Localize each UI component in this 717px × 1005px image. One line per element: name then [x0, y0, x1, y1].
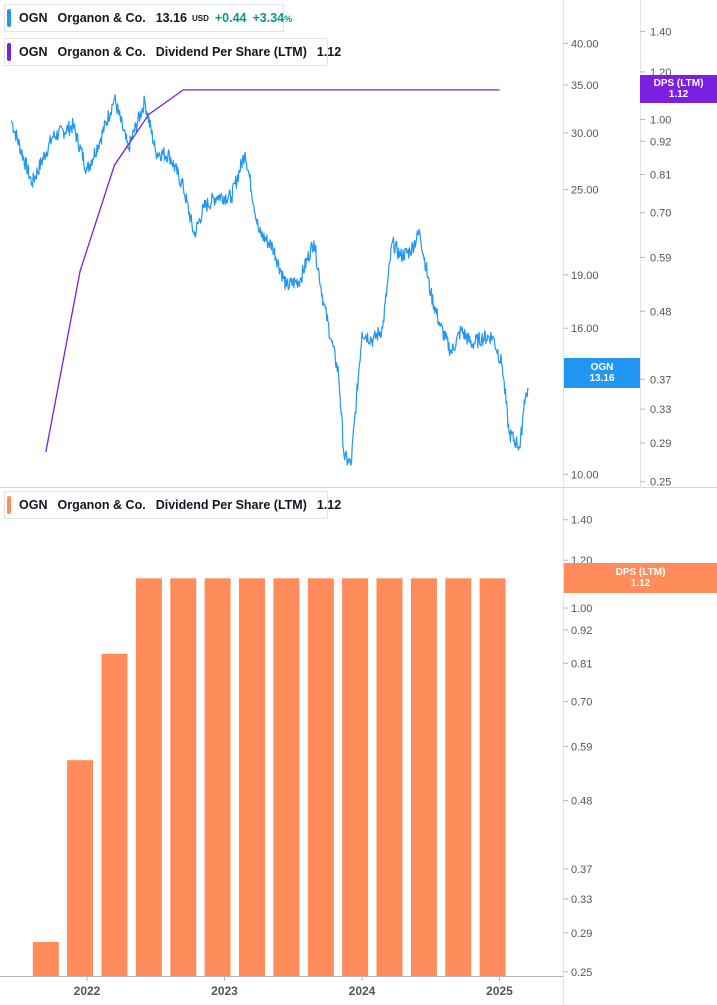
price-legend-swatch [7, 9, 11, 27]
legend-company-name: Organon & Co. [57, 498, 146, 512]
dps-axis-tick-label: 0.37 [650, 374, 671, 386]
dps-series-line [45, 89, 500, 453]
time-axis-tick-label: 2025 [486, 984, 513, 998]
dps-bar-legend-swatch [7, 496, 11, 514]
dps-last-value-tag-bottom: DPS (LTM) 1.12 [564, 563, 717, 593]
dps-bar [342, 578, 369, 976]
dps-bar [204, 578, 231, 976]
legend-indicator: Dividend Per Share (LTM) [155, 45, 307, 59]
dps-bar [273, 578, 300, 976]
price-axis-tick-label: 25.00 [571, 185, 599, 197]
dps-bar [101, 653, 128, 976]
legend-symbol: OGN [19, 498, 48, 512]
price-series-line [10, 93, 529, 466]
dps-bar-axis-tick-label: 0.92 [571, 625, 592, 637]
dps-legend-bottom[interactable]: OGN Organon & Co. Dividend Per Share (LT… [4, 491, 341, 519]
dps-bar [307, 578, 334, 976]
dps-bar-axis-tick-label: 0.25 [571, 967, 592, 979]
legend-indicator: Dividend Per Share (LTM) [155, 498, 307, 512]
dps-bar [135, 578, 162, 976]
price-axis-tick-label: 30.00 [571, 128, 599, 140]
dps-legend-top[interactable]: OGN Organon & Co. Dividend Per Share (LT… [4, 38, 341, 66]
dps-bar-tag-label: DPS (LTM) [615, 567, 666, 578]
dps-axis-tick-label: 0.70 [650, 208, 671, 220]
legend-currency: USD [191, 13, 209, 23]
legend-dps-value: 1.12 [316, 498, 342, 512]
dps-bar [410, 578, 437, 976]
dps-axis-tick-label: 0.29 [650, 438, 671, 450]
dps-bar [170, 578, 197, 976]
price-axis-tick-label: 40.00 [571, 38, 599, 50]
dps-bar-axis-tick-label: 1.40 [571, 515, 592, 527]
dps-bar-axis-tick-label: 0.33 [571, 894, 592, 906]
price-last-value-tag: OGN 13.16 [564, 358, 640, 388]
dps-bar-axis-tick-label: 0.81 [571, 658, 592, 670]
legend-change-pct-group: +3.34% [253, 11, 293, 25]
time-axis-tick-label: 2024 [349, 984, 376, 998]
dps-bar-axis-tick-label: 0.29 [571, 928, 592, 940]
price-tag-label: OGN [590, 362, 614, 373]
legend-company-name: Organon & Co. [57, 11, 146, 25]
price-legend[interactable]: OGN Organon & Co. 13.16 USD +0.44 +3.34% [4, 4, 292, 32]
dps-axis-tick-label: 0.25 [650, 477, 671, 489]
dps-bar-axis-tick-label: 0.37 [571, 864, 592, 876]
dps-tag-value: 1.12 [668, 89, 689, 100]
dps-bar [239, 578, 265, 976]
dps-axis-tick-label: 0.81 [650, 170, 671, 182]
dps-bar-axis-tick-label: 0.59 [571, 741, 592, 753]
legend-dps-value: 1.12 [316, 45, 342, 59]
dps-bar [479, 578, 506, 976]
price-tag-value: 13.16 [589, 373, 615, 384]
dps-axis-tick-label: 0.48 [650, 306, 671, 318]
legend-company-name: Organon & Co. [57, 45, 146, 59]
price-axis-tick-label: 19.00 [571, 270, 599, 282]
dps-legend-swatch [7, 43, 11, 61]
dps-bar [376, 578, 403, 976]
price-axis-tick-label: 10.00 [571, 469, 599, 481]
legend-change-pct: +3.34 [252, 11, 285, 25]
dps-bar-axis-tick-label: 0.48 [571, 796, 592, 808]
dps-bar-axis-tick-label: 0.70 [571, 697, 592, 709]
price-axis-tick-label: 16.00 [571, 323, 599, 335]
dps-axis-tick-label: 0.92 [650, 136, 671, 148]
time-axis-tick-label: 2023 [211, 984, 238, 998]
legend-pct-sign: % [284, 14, 293, 24]
dps-last-value-tag-top: DPS (LTM) 1.12 [640, 75, 717, 103]
dps-axis-tick-label: 1.40 [650, 27, 671, 39]
time-axis-tick-label: 2022 [74, 984, 101, 998]
legend-price-value: 13.16 [155, 11, 187, 25]
legend-change: +0.44 [214, 11, 247, 25]
legend-symbol: OGN [19, 45, 48, 59]
dps-bar-tag-value: 1.12 [630, 578, 651, 589]
dps-bar [67, 760, 94, 976]
dps-axis-tick-label: 1.00 [650, 115, 671, 127]
dps-bar [32, 942, 59, 976]
dps-axis-tick-label: 0.33 [650, 404, 671, 416]
dps-axis-tick-label: 0.59 [650, 252, 671, 264]
price-axis-tick-label: 35.00 [571, 80, 599, 92]
dps-tag-label: DPS (LTM) [653, 78, 704, 89]
legend-symbol: OGN [19, 11, 48, 25]
dps-bar [445, 578, 472, 976]
dps-bar-axis-tick-label: 1.00 [571, 603, 592, 615]
